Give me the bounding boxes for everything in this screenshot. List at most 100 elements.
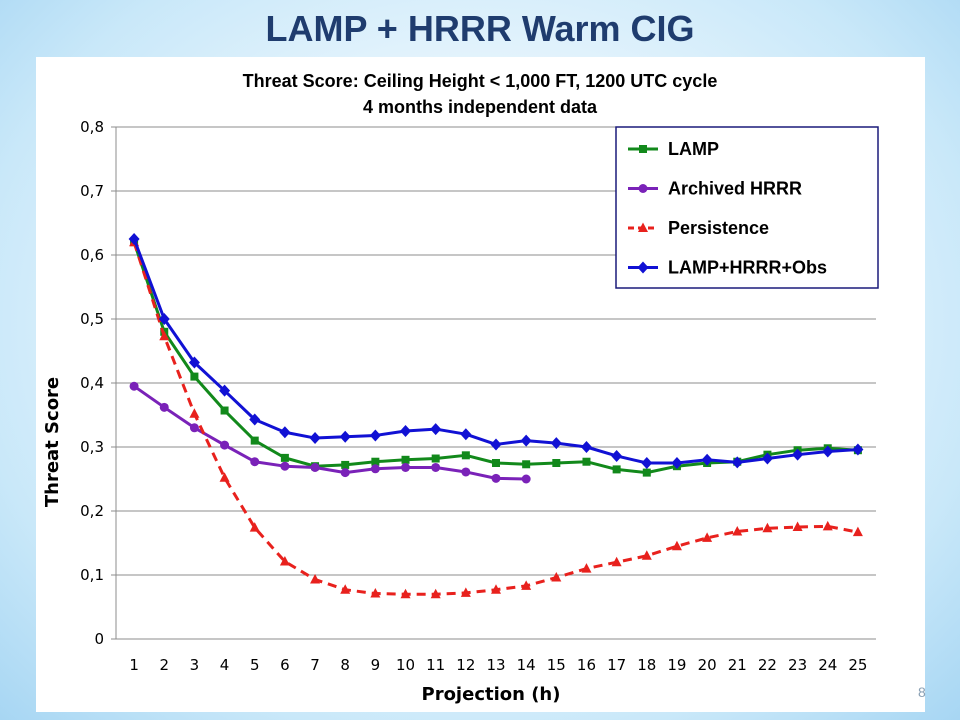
data-point <box>430 423 442 436</box>
gridlines <box>116 126 876 640</box>
data-point <box>220 406 229 415</box>
data-point <box>340 468 350 478</box>
x-tick-label: 17 <box>607 656 626 674</box>
legend-box <box>615 126 879 289</box>
data-point <box>702 532 713 542</box>
data-point <box>401 455 410 464</box>
series-circle <box>129 381 531 484</box>
x-tick-label: 4 <box>220 656 230 674</box>
data-point <box>431 454 440 463</box>
data-point <box>612 465 621 474</box>
x-tick-label: 19 <box>667 656 686 674</box>
data-point <box>460 428 472 441</box>
data-point <box>761 452 773 465</box>
data-point <box>792 521 803 531</box>
data-point <box>522 460 531 469</box>
x-tick-label: 3 <box>190 656 200 674</box>
data-point <box>431 462 441 472</box>
data-point <box>310 462 320 472</box>
data-point <box>219 472 230 482</box>
data-point <box>701 453 713 466</box>
data-point <box>430 588 441 599</box>
y-tick-label: 0,5 <box>80 310 104 328</box>
data-point <box>309 432 321 445</box>
data-point <box>461 451 470 460</box>
legend-label: LAMP+HRRR+Obs <box>668 258 827 278</box>
data-point <box>491 473 501 483</box>
data-point <box>310 573 321 584</box>
data-point <box>341 460 350 469</box>
data-point <box>371 457 380 466</box>
legend-label: LAMP <box>668 139 719 159</box>
x-tick-label: 11 <box>426 656 445 674</box>
y-tick-label: 0,2 <box>80 502 104 520</box>
chart-panel: Threat Score: Ceiling Height < 1,000 FT,… <box>36 57 925 712</box>
x-tick-label: 5 <box>250 656 260 674</box>
data-point <box>671 457 683 469</box>
x-tick-label: 9 <box>371 656 381 674</box>
data-point <box>128 233 140 245</box>
y-tick-label: 0,6 <box>80 246 104 264</box>
data-point <box>580 441 592 453</box>
data-point <box>279 426 291 439</box>
data-point <box>250 436 259 445</box>
data-point <box>279 556 290 566</box>
data-point <box>460 587 471 597</box>
data-point <box>492 459 500 467</box>
y-tick-label: 0 <box>94 630 104 648</box>
data-point <box>249 522 260 532</box>
data-point <box>369 429 381 442</box>
x-tick-label: 6 <box>280 656 290 674</box>
legend: LAMP Archived HRRR Persistence LAMP+HRRR+Ob… <box>615 126 879 289</box>
x-tick-label: 16 <box>577 656 596 674</box>
legend-swatch-marker <box>638 222 648 232</box>
data-point <box>339 430 351 443</box>
data-point <box>189 408 200 418</box>
data-point <box>188 356 200 369</box>
x-tick-label: 1 <box>129 656 139 674</box>
data-point <box>611 556 622 567</box>
data-point <box>521 580 532 590</box>
data-point <box>249 413 261 426</box>
data-point <box>792 448 804 461</box>
y-tick-label: 0,7 <box>80 182 104 200</box>
data-point <box>250 457 260 467</box>
chart-subtitle: 4 months independent data <box>363 97 598 117</box>
data-point <box>370 464 380 474</box>
legend-swatch-marker <box>637 261 649 274</box>
series-triangle <box>129 236 863 599</box>
x-tick-label: 18 <box>637 656 656 674</box>
data-point <box>129 381 139 391</box>
data-point <box>762 522 773 533</box>
x-tick-label: 24 <box>818 656 837 674</box>
data-point <box>521 474 531 484</box>
data-point <box>280 461 290 471</box>
x-tick-label: 25 <box>848 656 867 674</box>
data-point <box>400 588 411 599</box>
data-point <box>611 449 623 462</box>
series-diamond <box>128 233 864 469</box>
data-point <box>490 438 502 451</box>
chart-title: Threat Score: Ceiling Height < 1,000 FT,… <box>243 71 718 91</box>
data-point <box>852 526 863 537</box>
data-point <box>671 540 682 551</box>
x-tick-label: 10 <box>396 656 415 674</box>
data-point <box>550 437 562 450</box>
slide-number: 8 <box>918 684 926 700</box>
data-point <box>219 384 231 397</box>
data-point <box>582 457 591 466</box>
data-point <box>852 443 864 456</box>
x-tick-label: 2 <box>159 656 169 674</box>
x-tick-label: 13 <box>486 656 505 674</box>
data-point <box>189 423 199 433</box>
threat-score-chart: Threat Score: Ceiling Height < 1,000 FT,… <box>42 71 879 705</box>
x-tick-label: 7 <box>310 656 320 674</box>
data-point <box>552 459 561 467</box>
x-tick-label: 20 <box>698 656 717 674</box>
y-tick-label: 0,1 <box>80 566 104 584</box>
x-tick-label: 23 <box>788 656 807 674</box>
data-point <box>641 457 653 469</box>
legend-swatch-marker <box>639 145 647 153</box>
y-tick-label: 0,3 <box>80 438 104 456</box>
data-point <box>401 462 411 472</box>
